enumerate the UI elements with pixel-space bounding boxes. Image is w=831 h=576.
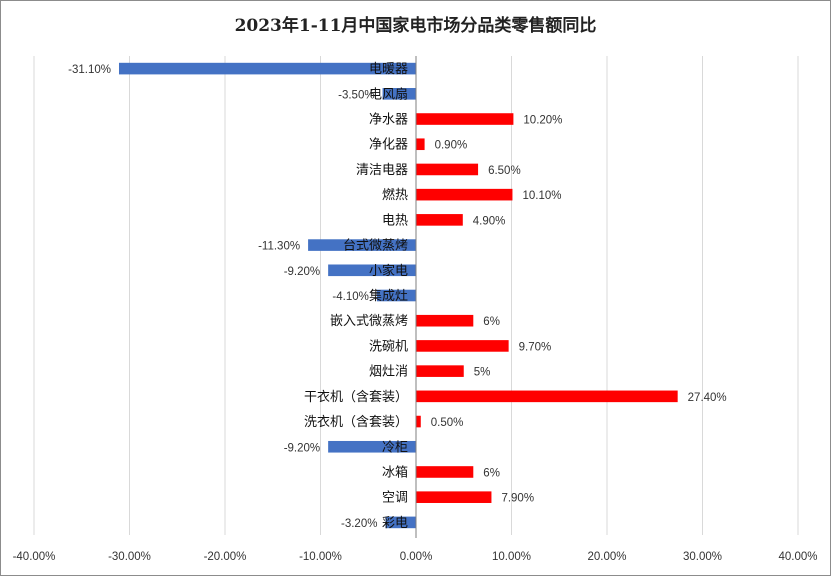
category-label: 电风扇 bbox=[369, 86, 408, 102]
bar bbox=[416, 188, 513, 201]
x-tick-label: -40.00% bbox=[13, 551, 56, 563]
bar bbox=[328, 440, 416, 453]
bar bbox=[416, 314, 474, 327]
data-label: 6% bbox=[483, 316, 500, 328]
bar bbox=[385, 516, 416, 529]
category-label: 冰箱 bbox=[382, 464, 408, 480]
data-label: -31.10% bbox=[68, 64, 111, 76]
category-label: 洗衣机（含套装） bbox=[304, 414, 408, 430]
category-label: 彩电 bbox=[382, 516, 408, 531]
category-label: 洗碗机 bbox=[369, 338, 408, 354]
category-label: 小家电 bbox=[369, 263, 408, 279]
category-label: 空调 bbox=[382, 491, 408, 506]
data-label: 4.90% bbox=[473, 215, 506, 227]
x-tick-label: 30.00% bbox=[683, 551, 722, 563]
bar bbox=[416, 365, 464, 377]
grid-layer bbox=[33, 56, 799, 535]
data-label: 0.50% bbox=[431, 417, 464, 429]
x-tick-label: -20.00% bbox=[204, 551, 247, 563]
bar bbox=[416, 415, 421, 428]
bar bbox=[416, 138, 425, 151]
data-label: 5% bbox=[474, 367, 491, 379]
x-tick-label: 40.00% bbox=[778, 551, 817, 563]
x-tick-label: 20.00% bbox=[587, 551, 626, 563]
bar bbox=[416, 163, 479, 176]
bar bbox=[416, 466, 474, 478]
label-layer: 电暖器 -31.10% 电风扇-3.50% 净水器 10.20% 净化器 0.90% 清洁电器… bbox=[68, 62, 727, 531]
bar bbox=[328, 264, 416, 277]
x-tick-label: 0.00% bbox=[400, 551, 433, 563]
data-label: -3.50% bbox=[338, 89, 374, 101]
category-label: 集成灶 bbox=[369, 288, 408, 304]
data-label: 10.20% bbox=[523, 115, 562, 127]
bar bbox=[416, 491, 492, 503]
data-label: 0.90% bbox=[435, 140, 468, 152]
bar bbox=[416, 340, 509, 352]
bar bbox=[376, 289, 416, 302]
category-label: 嵌入式微蒸烤 bbox=[330, 314, 408, 329]
category-label: 烟灶消 bbox=[369, 365, 408, 380]
bar bbox=[308, 239, 416, 251]
data-label: -3.20% bbox=[341, 518, 377, 530]
category-label: 冷柜 bbox=[382, 440, 408, 455]
category-label: 电暖器 bbox=[369, 62, 408, 77]
category-label: 净化器 bbox=[369, 138, 408, 153]
data-label: -9.20% bbox=[284, 266, 320, 278]
bar bbox=[382, 88, 416, 100]
bar bbox=[118, 62, 417, 75]
axis-layer: -40.00% -30.00% -20.00% -10.00% 0.00% 10.00% 2… bbox=[13, 56, 818, 563]
bar bbox=[416, 214, 463, 226]
chart-title: 2023年1-11月中国家电市场分品类零售额同比 bbox=[234, 16, 597, 36]
category-label: 电热 bbox=[382, 213, 408, 228]
data-label: -4.10% bbox=[332, 291, 368, 303]
data-label: -11.30% bbox=[258, 241, 300, 253]
category-label: 燃热 bbox=[382, 187, 408, 203]
x-tick-label: 10.00% bbox=[492, 551, 531, 563]
category-label: 干衣机（含套装） bbox=[304, 389, 408, 405]
data-label: 27.40% bbox=[688, 392, 727, 404]
bar-layer bbox=[118, 62, 678, 529]
category-label: 台式微蒸烤 bbox=[343, 239, 408, 254]
data-label: 9.70% bbox=[519, 341, 552, 353]
bar bbox=[416, 390, 678, 403]
data-label: -9.20% bbox=[284, 442, 320, 454]
category-label: 清洁电器 bbox=[356, 163, 408, 178]
data-label: 6% bbox=[483, 467, 500, 479]
bar bbox=[416, 113, 514, 125]
x-tick-label: -30.00% bbox=[108, 551, 151, 563]
data-label: 10.10% bbox=[522, 190, 561, 202]
data-label: 7.90% bbox=[501, 493, 534, 505]
data-label: 6.50% bbox=[488, 165, 521, 177]
category-label: 净水器 bbox=[369, 113, 408, 128]
x-tick-label: -10.00% bbox=[299, 551, 342, 563]
